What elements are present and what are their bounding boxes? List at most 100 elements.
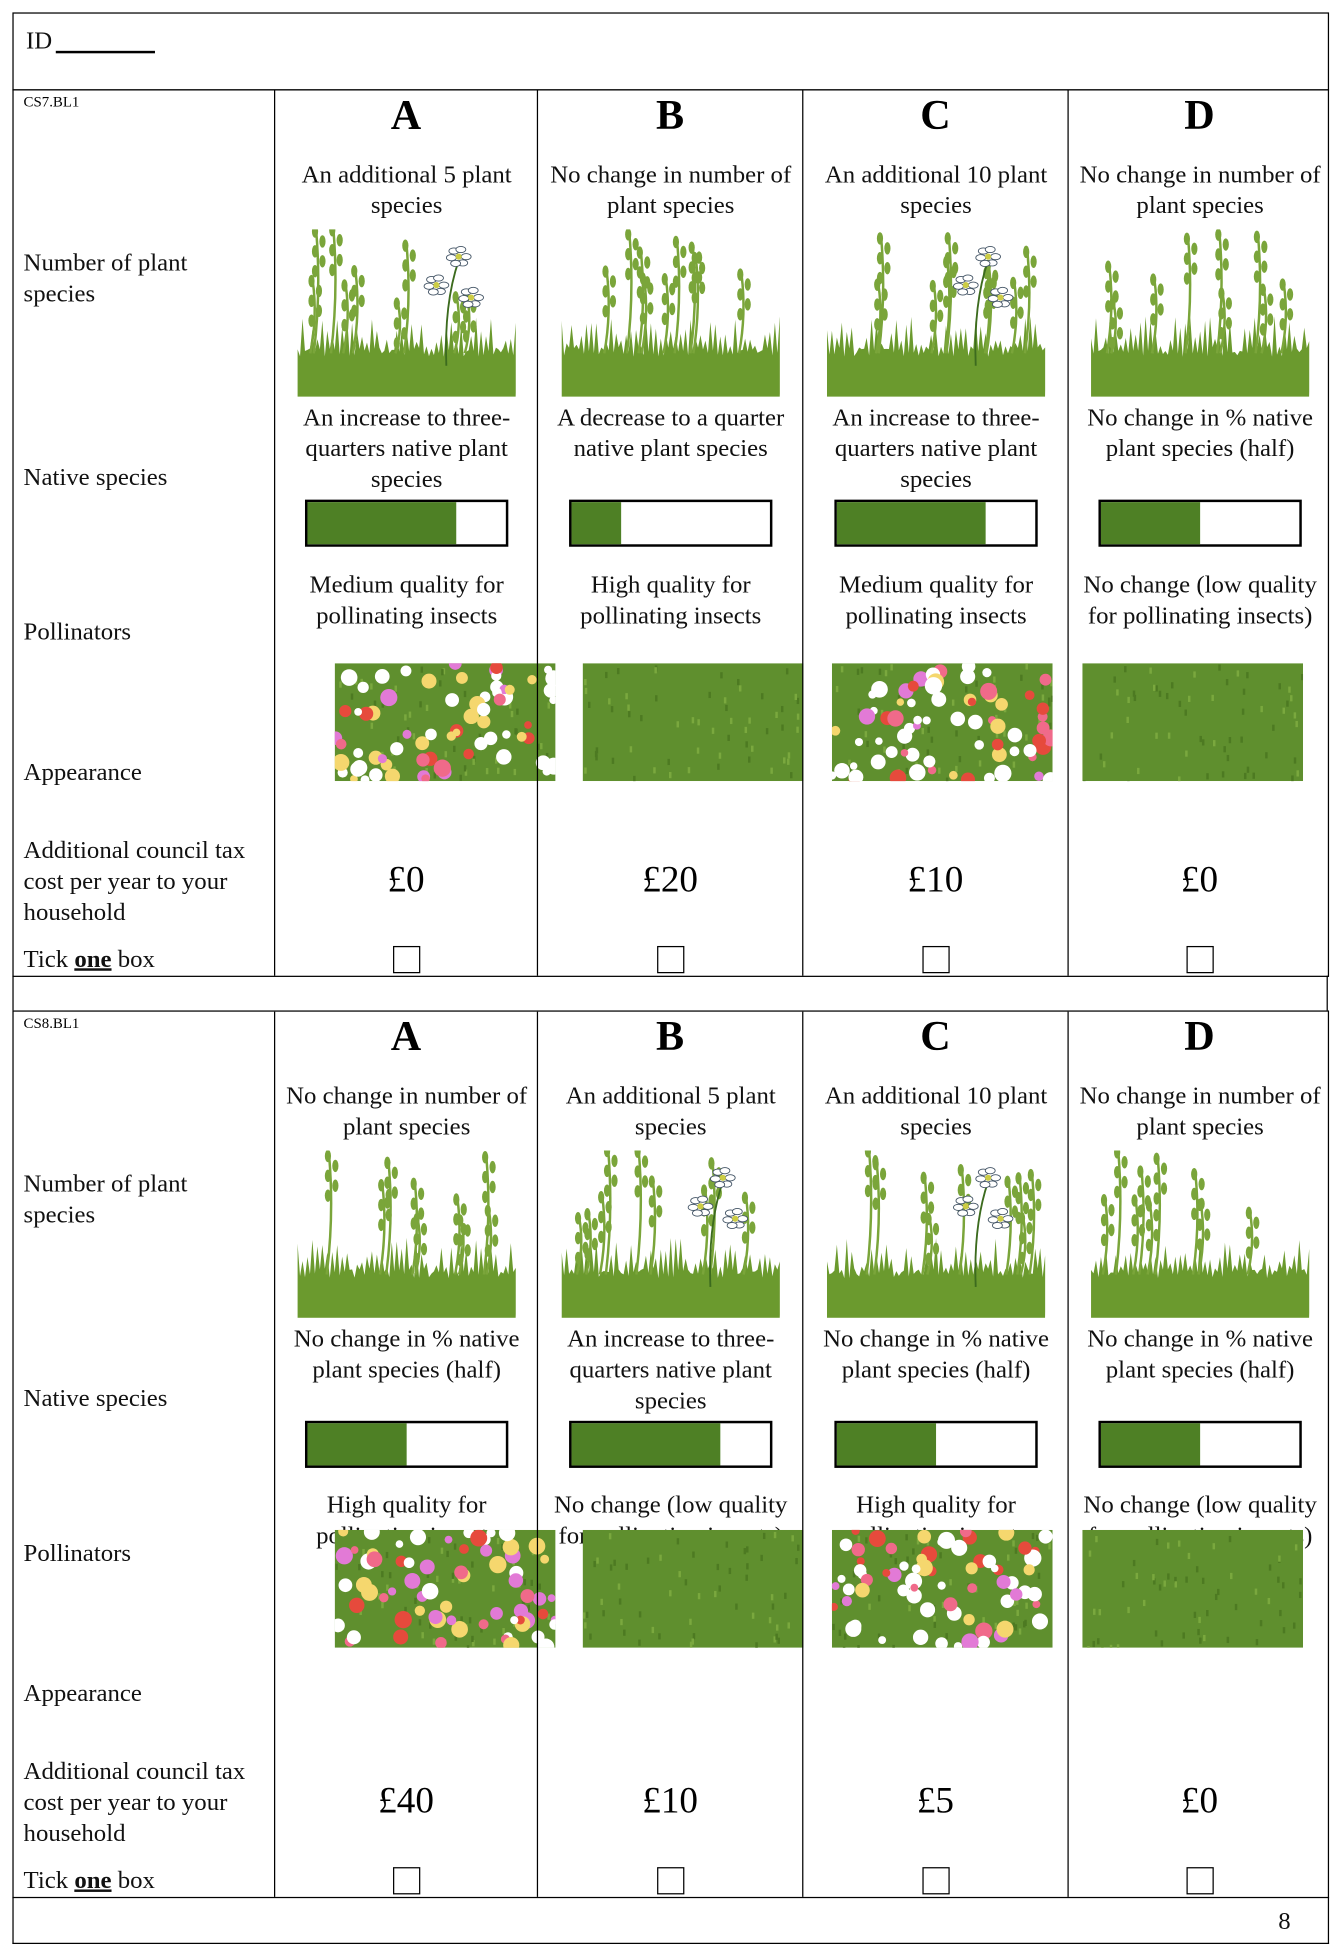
plant-species-text: An additional 10 plant species (824, 161, 1048, 220)
option-letter: A (390, 1014, 422, 1061)
row-label: Tick one box (24, 945, 155, 976)
native-species-text: A decrease to a quarter native plant spe… (557, 404, 785, 463)
choice-set: CS7.BL1 Number of plant species Native spe… (12, 89, 1330, 977)
row-label: Number of plant species (23, 1170, 188, 1229)
plant-species-text: No change in number of plant species (550, 161, 792, 220)
cost-text: £0 (387, 859, 425, 901)
appearance-image (582, 1529, 806, 1654)
option-column: A An additional 5 plant species An increas… (273, 90, 563, 976)
option-column: D No change in number of plant species No … (1067, 1011, 1330, 1897)
gap-border (1326, 975, 1328, 1011)
pollinators-text: High quality for pollinating insects (580, 571, 762, 630)
row-label: Native species (23, 1384, 168, 1413)
tick-box[interactable] (657, 1867, 685, 1895)
native-bar (834, 499, 1038, 547)
row-label: Additional council tax cost per year to … (23, 836, 246, 927)
row-label: Native species (23, 463, 168, 491)
option-letter: C (920, 1014, 951, 1061)
cost-text: £40 (378, 1780, 434, 1822)
native-bar-fill (307, 1423, 407, 1466)
native-species-text: No change in % native plant species (hal… (823, 1325, 1049, 1384)
option-letter: D (1184, 1014, 1215, 1061)
pollinators-text: Medium quality for pollinating insects (309, 571, 504, 630)
grass-image (297, 1149, 519, 1325)
native-species-text: No change in % native plant species (hal… (1087, 1325, 1314, 1384)
option-letter: B (656, 92, 685, 139)
option-letter: D (1184, 92, 1215, 139)
tick-box[interactable] (1186, 1867, 1214, 1895)
native-species-text: No change in % native plant species (hal… (293, 1325, 520, 1384)
cost-text: £5 (916, 1780, 955, 1822)
option-column: C An additional 10 plant species An increa… (802, 90, 1067, 976)
native-bar (1098, 499, 1302, 547)
grass-image (297, 224, 519, 403)
tick-box[interactable] (1186, 945, 1214, 974)
cost-text: £0 (1180, 859, 1219, 901)
native-bar-fill (836, 502, 986, 545)
cost-text: £10 (642, 1780, 699, 1822)
native-bar-fill (571, 502, 622, 545)
option-column: D No change in number of plant species No … (1067, 90, 1330, 976)
grass-image (1091, 228, 1312, 403)
native-species-text: An increase to three-quarters native pla… (303, 404, 511, 494)
page-number: 8 (1278, 1908, 1291, 1936)
choice-set: CS8.BL1 Number of plant species Native spe… (12, 1010, 1330, 1899)
appearance-image (829, 1524, 1053, 1654)
native-species-text: An increase to three-quarters native pla… (832, 404, 1040, 494)
grass-image (826, 1145, 1048, 1325)
option-column: C An additional 10 plant species No change… (802, 1011, 1067, 1897)
native-bar-fill (1100, 502, 1201, 545)
tick-box[interactable] (393, 1867, 421, 1895)
plant-species-text: An additional 5 plant species (565, 1082, 776, 1141)
appearance-image (331, 1523, 560, 1656)
appearance-image (827, 659, 1060, 789)
native-bar (304, 499, 509, 547)
tick-suffix: box (117, 1867, 155, 1895)
native-bar-fill (307, 502, 457, 545)
option-letter: B (656, 1014, 685, 1061)
tick-box[interactable] (393, 945, 421, 974)
appearance-image (1082, 1529, 1304, 1654)
option-letter: A (390, 92, 422, 139)
native-bar (569, 499, 773, 547)
tick-box[interactable] (922, 945, 950, 974)
row-label: Tick one box (24, 1866, 155, 1897)
native-bar (1098, 1420, 1302, 1468)
option-column: B No change in number of plant species A d… (536, 90, 804, 976)
appearance-image (328, 656, 563, 787)
native-bar-fill (1100, 1423, 1201, 1466)
tick-prefix: Tick (23, 945, 69, 974)
row-label: Additional council tax cost per year to … (23, 1758, 246, 1848)
native-bar (569, 1420, 773, 1468)
row-label: Number of plant species (23, 249, 188, 308)
grass-image (1091, 1146, 1312, 1325)
row-label: Appearance (23, 1679, 142, 1708)
id-label: ID (26, 27, 53, 55)
native-bar-fill (836, 1423, 937, 1466)
option-column: B An additional 5 plant species An increas… (536, 1011, 806, 1897)
cost-text: £10 (907, 859, 964, 901)
native-bar (304, 1420, 509, 1468)
tick-emphasis: one (74, 945, 112, 974)
native-bar-fill (571, 1423, 721, 1466)
plant-species-text: An additional 5 plant species (301, 161, 512, 220)
plant-species-text: No change in number of plant species (1079, 1082, 1321, 1141)
footer: 8 (12, 1896, 1330, 1945)
native-bar (834, 1420, 1038, 1468)
option-letter: C (920, 92, 951, 139)
plant-species-text: No change in number of plant species (286, 1082, 528, 1141)
pollinators-text: No change (low quality for pollinating i… (1083, 571, 1317, 630)
tick-box[interactable] (657, 945, 685, 974)
pollinators-text: Medium quality for pollinating insects (838, 571, 1034, 630)
id-row: ID (12, 12, 1330, 91)
row-label: Pollinators (23, 1539, 132, 1568)
grass-image (561, 1144, 783, 1325)
option-column: A No change in number of plant species No … (273, 1011, 560, 1897)
tick-box[interactable] (922, 1867, 950, 1895)
grass-image (826, 229, 1048, 403)
appearance-image (582, 663, 804, 787)
tick-suffix: box (117, 945, 155, 974)
gap-border (12, 975, 14, 1011)
row-label: Appearance (23, 758, 142, 787)
